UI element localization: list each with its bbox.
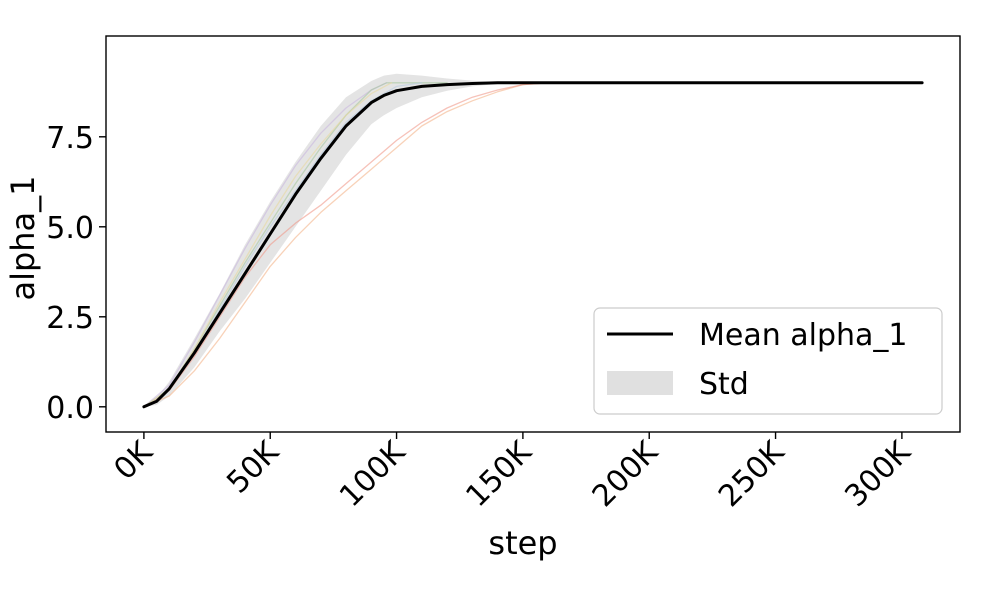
y-tick-label: 2.5	[46, 301, 94, 336]
x-tick-label: 250K	[712, 434, 792, 514]
x-tick-label: 200K	[586, 434, 666, 514]
x-tick-label: 0K	[107, 434, 160, 487]
x-tick-label: 50K	[220, 434, 287, 501]
series-line-mean	[142, 81, 924, 409]
y-axis-ticks: 0.0 2.5 5.0 7.5	[46, 121, 106, 426]
y-tick-label: 0.0	[46, 391, 94, 426]
legend-std-label: Std	[699, 367, 749, 402]
x-tick-label: 100K	[333, 434, 413, 514]
y-axis-label: alpha_1	[4, 175, 42, 300]
legend-std-swatch	[607, 371, 673, 395]
legend: Mean alpha_1 Std	[593, 307, 943, 415]
x-axis-ticks: 0K 50K 100K 150K 200K 250K 300K	[107, 432, 918, 514]
series-line-run-1	[143, 82, 549, 408]
y-tick-label: 5.0	[46, 211, 94, 246]
y-tick-label: 7.5	[46, 121, 94, 156]
series-line-run-3	[143, 82, 388, 408]
legend-mean-label: Mean alpha_1	[699, 318, 908, 353]
plot-area	[142, 73, 924, 409]
std-band	[143, 73, 923, 407]
x-tick-label: 150K	[459, 434, 539, 514]
x-axis-label: step	[488, 524, 557, 562]
plot-frame	[105, 35, 961, 433]
x-tick-label: 300K	[838, 434, 918, 514]
legend-box	[593, 307, 943, 415]
series-line-run-2	[143, 82, 549, 408]
